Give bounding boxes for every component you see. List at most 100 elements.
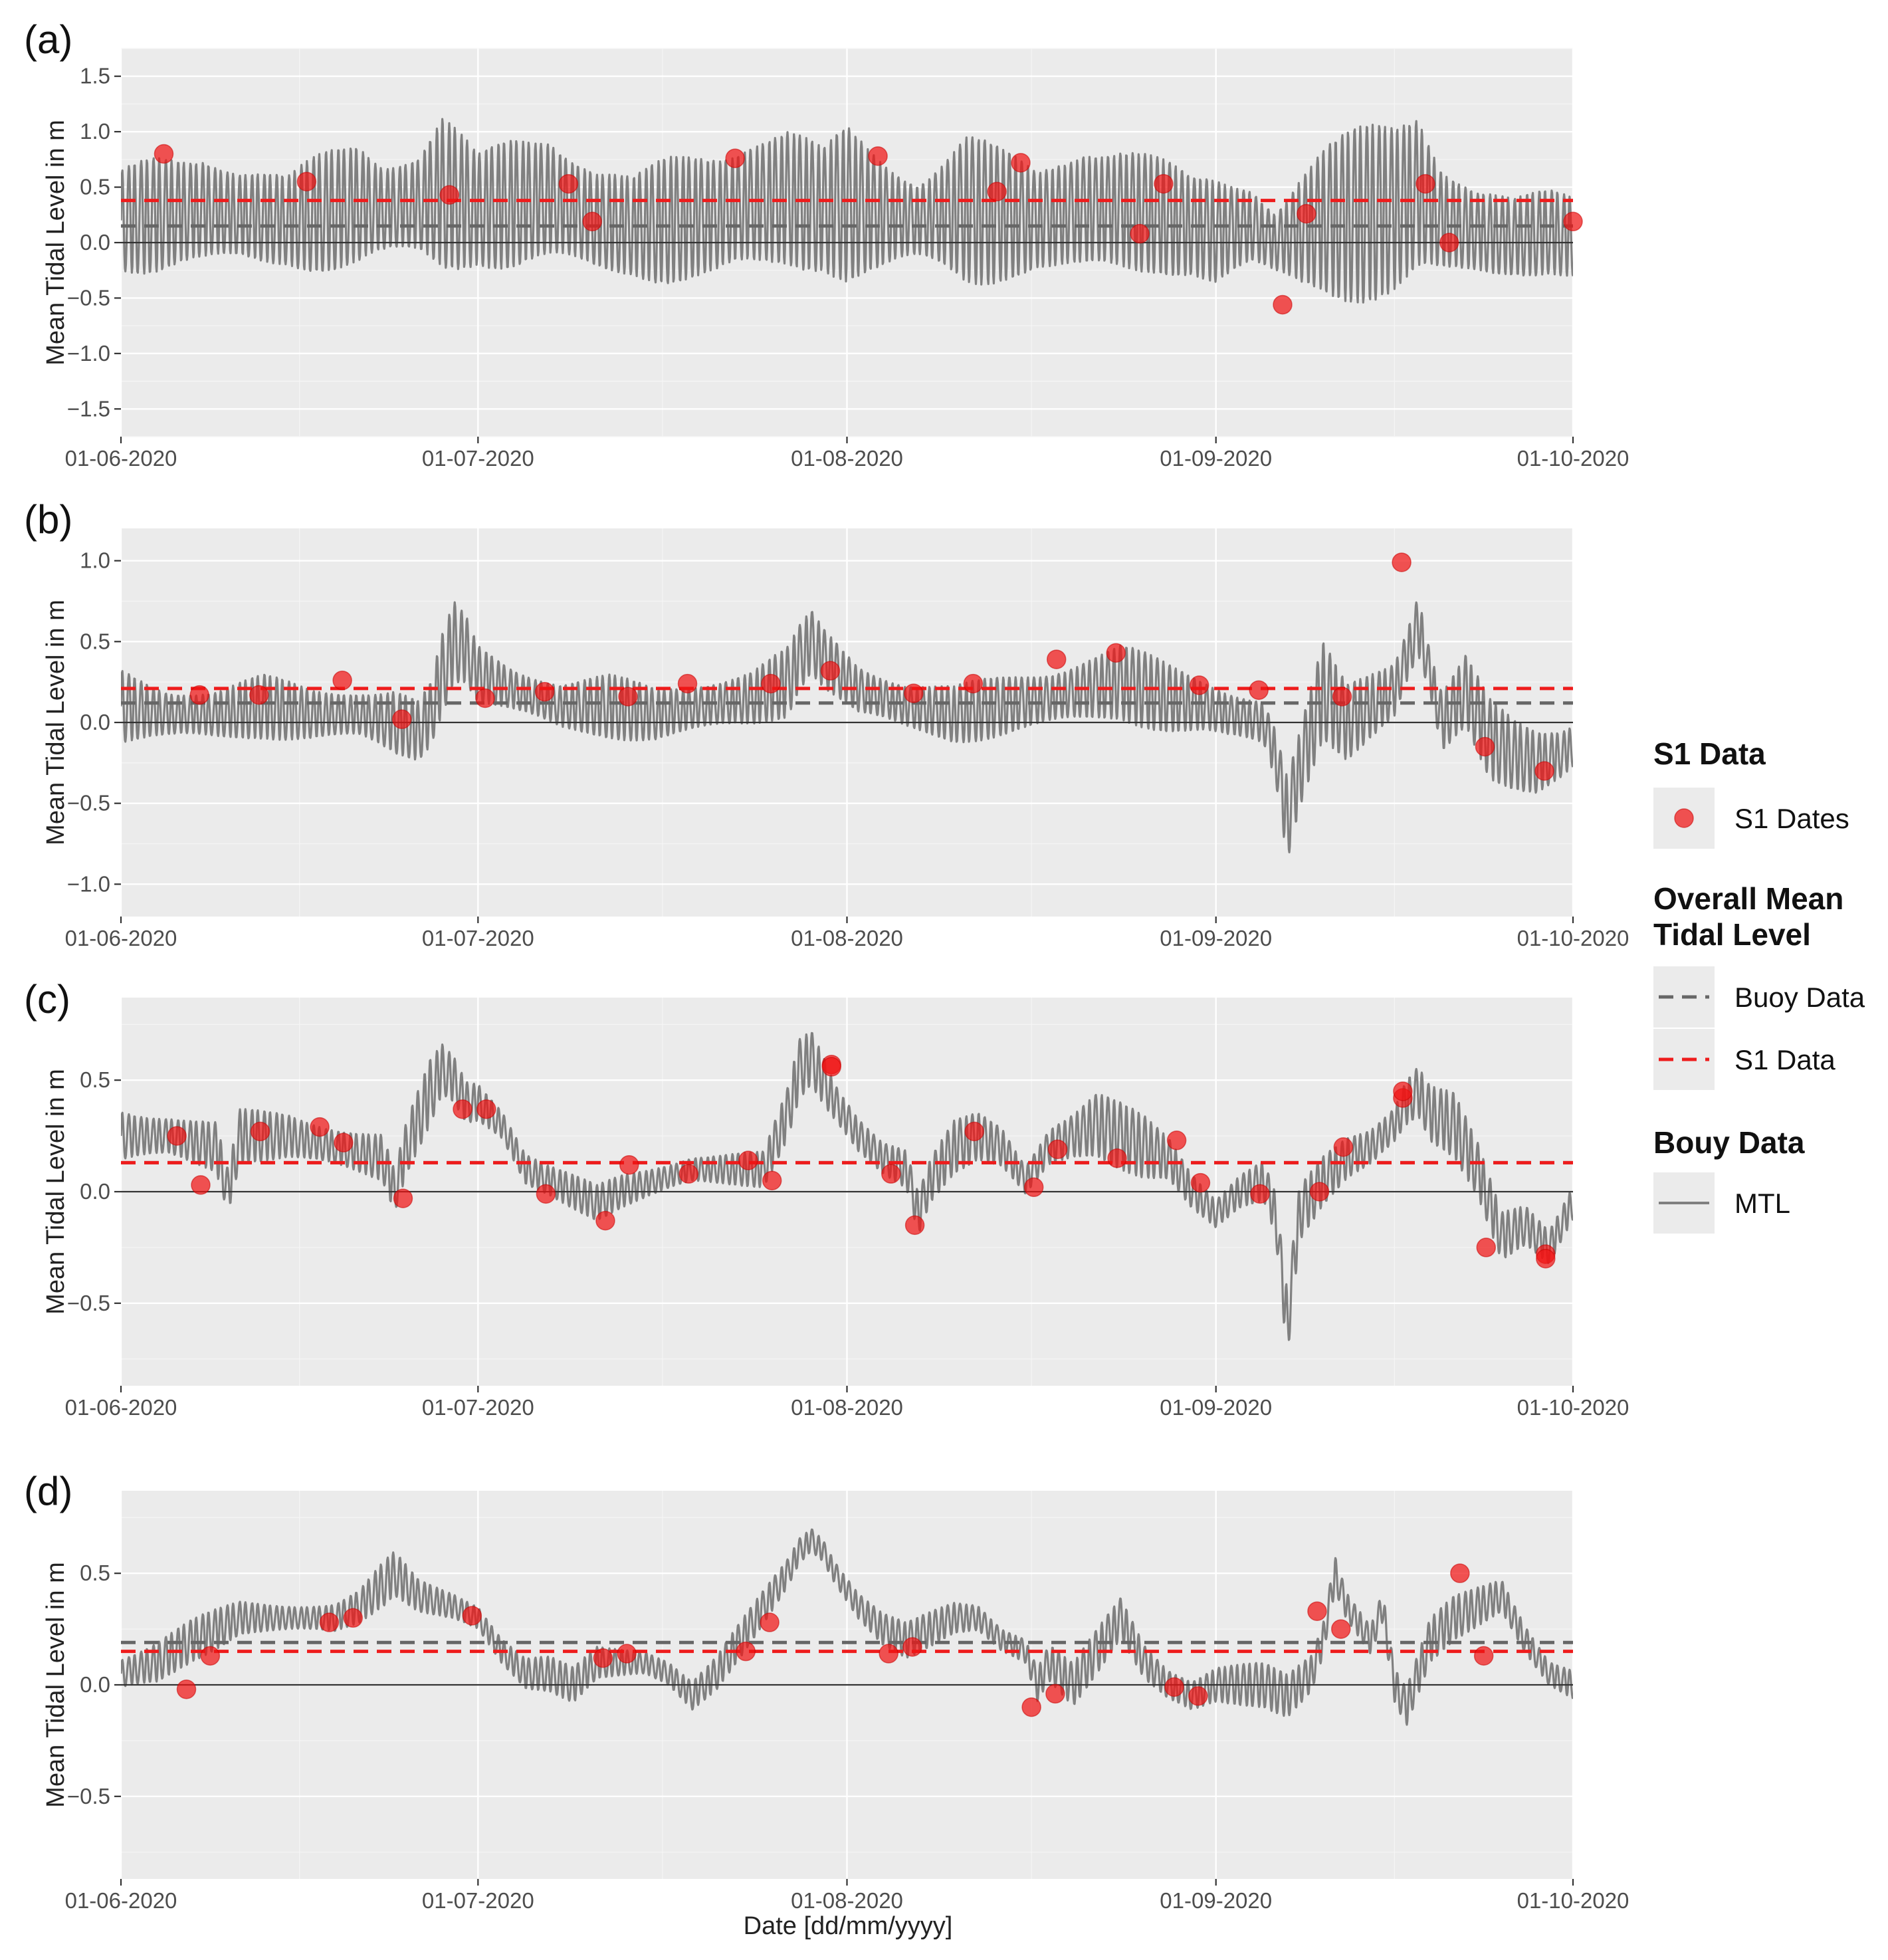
s1-date-point xyxy=(617,1644,637,1664)
x-tick-label: 01-10-2020 xyxy=(1517,1888,1629,1913)
s1-date-point xyxy=(1333,1137,1354,1157)
x-axis-title: Date [dd/mm/yyyy] xyxy=(744,1912,953,1940)
s1-date-point xyxy=(453,1099,472,1119)
x-tick-label: 01-07-2020 xyxy=(422,1888,534,1913)
y-tick-label: 1.0 xyxy=(80,548,110,573)
s1-date-point xyxy=(1107,1148,1127,1168)
s1-date-point xyxy=(1473,1646,1494,1666)
s1-date-point xyxy=(1273,294,1293,315)
s1-date-point xyxy=(987,181,1007,201)
mtl-series-line xyxy=(121,1528,1573,1726)
s1-date-point xyxy=(879,1644,898,1664)
y-tick-label: −1.0 xyxy=(67,341,110,366)
s1-date-point xyxy=(904,683,924,703)
panel-tag: (b) xyxy=(24,497,72,542)
s1-date-point xyxy=(1154,173,1174,194)
s1-date-point xyxy=(762,1170,782,1190)
x-tick-label: 01-09-2020 xyxy=(1160,1395,1272,1420)
panel-tag: (c) xyxy=(24,977,70,1022)
legend-label-s1-data: S1 Data xyxy=(1734,1044,1836,1075)
x-tick-label: 01-09-2020 xyxy=(1160,446,1272,471)
s1-date-point xyxy=(904,1215,925,1236)
legend-s1-dates-point xyxy=(1674,808,1694,828)
s1-date-point xyxy=(296,171,317,191)
s1-date-point xyxy=(462,1606,482,1626)
s1-date-point xyxy=(1536,1248,1556,1269)
s1-date-point xyxy=(1392,552,1412,572)
y-tick-label: −0.5 xyxy=(67,1784,110,1808)
s1-date-point xyxy=(595,1210,615,1231)
s1-date-point xyxy=(593,1648,613,1668)
y-axis-title: Mean Tidal Level in m xyxy=(42,1562,70,1808)
s1-date-point xyxy=(1011,153,1031,173)
s1-date-point xyxy=(1189,675,1209,695)
panel-tag: (d) xyxy=(24,1469,72,1513)
s1-date-point xyxy=(176,1679,197,1699)
s1-date-point xyxy=(1439,233,1459,253)
y-tick-label: −0.5 xyxy=(67,1291,110,1315)
mtl-series-line xyxy=(121,1032,1573,1341)
s1-date-point xyxy=(582,211,602,232)
x-tick-label: 01-06-2020 xyxy=(65,446,177,471)
s1-date-point xyxy=(761,673,781,694)
panels: −1.5 −1.0 −0.5 0.0 0.5 1.0 1.5 01-06-2020 01-07-… xyxy=(24,17,1629,1913)
x-tick-label: 01-09-2020 xyxy=(1160,1888,1272,1913)
y-axis-title: Mean Tidal Level in m xyxy=(42,1069,70,1315)
x-tick-label: 01-06-2020 xyxy=(65,1395,177,1420)
y-tick-label: −1.0 xyxy=(67,871,110,896)
x-tick-label: 01-06-2020 xyxy=(65,926,177,950)
s1-date-point xyxy=(536,1184,556,1204)
y-tick-label: 0.0 xyxy=(80,1672,110,1697)
s1-date-point xyxy=(343,1608,363,1628)
s1-date-point xyxy=(189,685,209,705)
s1-date-point xyxy=(391,709,412,729)
y-tick-label: 1.0 xyxy=(80,119,110,144)
x-tick-label: 01-10-2020 xyxy=(1517,446,1629,471)
s1-date-point xyxy=(1106,643,1126,663)
s1-date-point xyxy=(964,1121,984,1142)
s1-date-point xyxy=(332,670,352,691)
s1-date-point xyxy=(393,1188,413,1208)
y-tick-label: 0.5 xyxy=(80,175,110,199)
s1-date-point xyxy=(310,1117,330,1137)
legend-label-buoy-data: Buoy Data xyxy=(1734,982,1865,1013)
s1-date-point xyxy=(1307,1601,1327,1621)
s1-date-point xyxy=(1297,203,1316,224)
s1-date-point xyxy=(1023,1177,1044,1198)
s1-date-point xyxy=(200,1646,221,1666)
x-tick-label: 01-10-2020 xyxy=(1517,926,1629,950)
s1-date-point xyxy=(249,685,269,705)
s1-date-point xyxy=(1021,1697,1041,1717)
s1-date-point xyxy=(1249,680,1269,701)
s1-date-point xyxy=(618,687,638,707)
s1-date-point xyxy=(250,1121,270,1142)
x-tick-label: 01-07-2020 xyxy=(422,926,534,950)
s1-date-point xyxy=(534,682,555,702)
s1-date-point xyxy=(1563,211,1583,232)
x-tick-label: 01-10-2020 xyxy=(1517,1395,1629,1420)
s1-date-point xyxy=(760,1612,780,1632)
s1-date-point xyxy=(1164,1677,1184,1697)
s1-date-point xyxy=(334,1133,354,1152)
s1-date-point xyxy=(881,1164,901,1184)
s1-date-point xyxy=(1046,649,1067,669)
panel-2: −1.0 −0.5 0.0 0.5 1.0 01-06-2020 01-07-2020 01-… xyxy=(24,497,1629,950)
x-tick-label: 01-06-2020 xyxy=(65,1888,177,1913)
y-axis-title: Mean Tidal Level in m xyxy=(42,599,70,845)
s1-date-point xyxy=(677,673,698,694)
y-tick-label: 0.5 xyxy=(80,629,110,653)
s1-date-point xyxy=(1475,736,1495,757)
s1-date-point xyxy=(1166,1131,1187,1150)
s1-date-point xyxy=(1309,1182,1330,1202)
legend-label-s1-dates: S1 Dates xyxy=(1734,803,1849,834)
x-tick-label: 01-08-2020 xyxy=(791,926,903,950)
s1-date-point xyxy=(738,1150,758,1170)
s1-date-point xyxy=(1047,1139,1068,1159)
s1-date-point xyxy=(1130,223,1150,244)
y-tick-label: 0.5 xyxy=(80,1561,110,1585)
y-axis-title: Mean Tidal Level in m xyxy=(42,120,70,366)
x-tick-label: 01-07-2020 xyxy=(422,446,534,471)
s1-date-point xyxy=(679,1164,699,1184)
s1-date-point xyxy=(167,1126,187,1146)
s1-date-point xyxy=(1476,1238,1497,1257)
